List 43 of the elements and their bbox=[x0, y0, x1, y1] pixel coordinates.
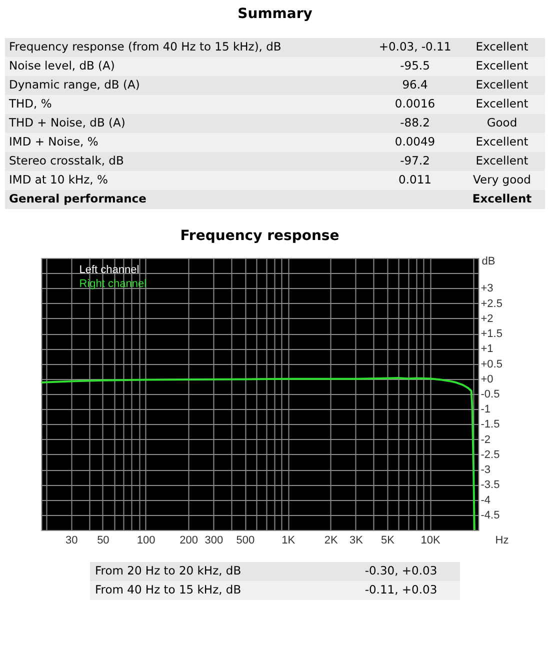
y-tick-label: +2.5 bbox=[480, 298, 502, 310]
text: Summary bbox=[238, 6, 312, 22]
y-tick-label: -2.5 bbox=[480, 448, 500, 461]
x-tick-label: 100 bbox=[136, 534, 156, 546]
x-tick-label: 200 bbox=[180, 534, 198, 546]
text: IMD at 10 kHz, % 0.011 Very good bbox=[9, 172, 531, 186]
x-tick-label: 50 bbox=[97, 534, 110, 546]
text: Frequency response (from 40 Hz to 15 kHz), dB +0.03, -0.11 Excellent bbox=[9, 40, 528, 54]
x-axis-title: Hz bbox=[495, 534, 509, 546]
text: Stereo crosstalk, dB -97.2 Excellent bbox=[9, 154, 528, 168]
x-tick-label: 30 bbox=[66, 534, 78, 546]
y-tick-label: +2 bbox=[480, 312, 494, 325]
x-tick-label: 300 bbox=[204, 534, 224, 546]
text: THD, % 0.0016 Excellent bbox=[9, 96, 528, 110]
text: THD + Noise, dB (A) -88.2 Good bbox=[9, 116, 518, 130]
y-axis-title: dB bbox=[482, 256, 496, 268]
y-tick-label: -4.5 bbox=[480, 509, 500, 522]
x-tick-label: 500 bbox=[236, 534, 255, 546]
y-tick-label: -3 bbox=[480, 464, 491, 476]
text: General performance Excellent bbox=[9, 192, 532, 206]
y-tick-label: -1.5 bbox=[480, 418, 500, 431]
legend-label: Left channel bbox=[79, 264, 140, 276]
text: From 20 Hz to 20 kHz, dB -0.30, +0.03 bbox=[95, 564, 438, 578]
y-tick-label: +1.5 bbox=[480, 328, 502, 340]
y-tick-label: -2 bbox=[480, 434, 491, 446]
text: From 40 Hz to 15 kHz, dB -0.11, +0.03 bbox=[95, 582, 438, 596]
x-tick-label: 3K bbox=[349, 534, 364, 546]
y-tick-label: -0.5 bbox=[480, 388, 500, 400]
y-tick-label: +3 bbox=[480, 282, 494, 295]
text: IMD + Noise, % 0.0049 Excellent bbox=[9, 134, 528, 148]
x-tick-label: 10K bbox=[420, 534, 442, 546]
y-tick-label: -3.5 bbox=[480, 479, 500, 492]
x-tick-label: 1K bbox=[282, 534, 296, 546]
text: Noise level, dB (A) -95.5 Excellent bbox=[9, 58, 528, 72]
y-tick-label: -1 bbox=[480, 404, 491, 416]
y-tick-label: -4 bbox=[480, 494, 491, 506]
text: Dynamic range, dB (A) 96.4 Excellent bbox=[9, 78, 528, 92]
y-tick-label: +0 bbox=[480, 373, 494, 386]
y-tick-label: +1 bbox=[480, 343, 494, 356]
x-tick-label: 2K bbox=[324, 534, 339, 546]
y-tick-label: +0.5 bbox=[480, 358, 502, 370]
x-tick-label: 5K bbox=[381, 534, 396, 546]
chart-title: Frequency response bbox=[180, 228, 340, 244]
